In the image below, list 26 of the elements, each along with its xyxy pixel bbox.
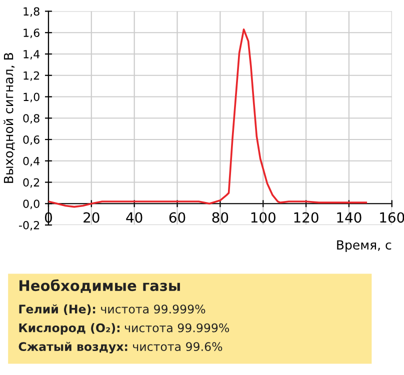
y-axis-title: Выходной сигнал, В <box>4 53 15 183</box>
y-tick-label: 1,6 <box>24 28 40 38</box>
x-tick-label: 60 <box>169 212 186 223</box>
y-tick-label: 0,4 <box>23 156 40 166</box>
x-tick-label: 20 <box>84 212 100 223</box>
y-tick-label: 1,2 <box>24 71 40 81</box>
y-tick-label: 1,4 <box>24 50 40 60</box>
y-tick-label: 0,6 <box>23 135 40 146</box>
x-axis-title: Время, с <box>337 240 392 252</box>
y-tick-label: -0,2 <box>19 220 40 231</box>
text: Кислород (O₂): чистота 99.999% <box>19 323 230 335</box>
text: Необходимые газы <box>20 279 180 293</box>
x-tick-label: 40 <box>126 212 142 223</box>
x-tick-label: 100 <box>251 212 276 223</box>
x-tick-label: 120 <box>294 212 318 223</box>
text: Сжатый воздух: чистота 99.6% <box>18 342 222 354</box>
y-tick-label: 1,8 <box>24 7 40 17</box>
line-series <box>48 28 368 208</box>
x-tick-label: 140 <box>337 212 362 223</box>
y-tick-label: 0,0 <box>23 200 40 210</box>
y-tick-label: 0,8 <box>23 114 40 124</box>
y-tick-label: 0,2 <box>23 178 40 188</box>
x-tick-label: 160 <box>380 212 404 223</box>
y-tick-label: 1,0 <box>24 92 40 102</box>
text: Гелий (He): чистота 99.999% <box>19 304 206 315</box>
x-tick-label: 80 <box>212 212 228 223</box>
